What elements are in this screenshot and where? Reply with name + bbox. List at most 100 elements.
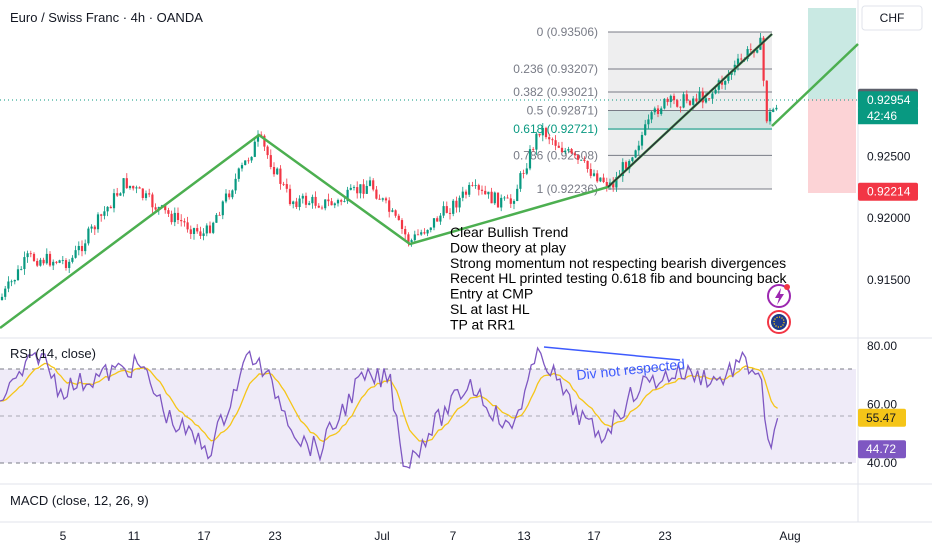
time-tick-label: 17 xyxy=(587,529,601,543)
candle-body xyxy=(704,98,708,103)
candle-body xyxy=(100,214,103,216)
candle-body xyxy=(330,201,333,206)
candle-body xyxy=(746,49,749,59)
candle-body xyxy=(292,201,295,205)
candle-body xyxy=(343,201,346,202)
rsi-tags: 55.47 44.72 xyxy=(858,408,906,459)
note-line: Dow theory at play xyxy=(450,239,566,255)
candle-body xyxy=(388,200,391,212)
candle-body xyxy=(644,124,647,135)
candle-body xyxy=(272,167,276,175)
candle-body xyxy=(61,260,64,261)
candle-body xyxy=(544,127,548,138)
candle-body xyxy=(519,173,522,189)
fib-level-label: 0.618 (0.92721) xyxy=(513,122,598,136)
stop-zone[interactable] xyxy=(808,99,856,193)
countdown-tag xyxy=(858,108,918,125)
candle-body xyxy=(416,234,420,236)
candle-body xyxy=(484,190,487,195)
candle-body xyxy=(394,210,397,216)
candle-body xyxy=(765,80,768,122)
candle-body xyxy=(666,98,669,103)
candle-body xyxy=(106,206,109,212)
candle-body xyxy=(205,225,208,234)
note-line: Clear Bullish Trend xyxy=(450,224,568,240)
candle-body xyxy=(256,134,260,142)
candle-body xyxy=(295,201,298,208)
price-axis[interactable]: 0.92500 0.92000 0.91500 xyxy=(867,149,911,287)
candle-body xyxy=(132,185,135,189)
candle-body xyxy=(20,269,23,270)
candle-body xyxy=(349,187,352,190)
candle-body xyxy=(372,180,375,190)
currency-button[interactable] xyxy=(861,5,923,31)
note-line: Entry at CMP xyxy=(450,286,533,302)
candle-body xyxy=(154,207,157,210)
rsi-ma-line xyxy=(0,362,778,443)
candle-body xyxy=(573,153,576,156)
candle-body xyxy=(224,193,228,202)
candle-body xyxy=(336,200,340,204)
candle-body xyxy=(464,191,468,195)
time-axis[interactable]: 5 11 17 23 Jul 7 13 17 23 Aug xyxy=(60,529,801,543)
candle-body xyxy=(26,253,29,258)
candle-body xyxy=(228,193,231,198)
candle-body xyxy=(253,141,256,157)
candle-body xyxy=(192,228,196,234)
candle-body xyxy=(637,145,640,151)
candle-body xyxy=(407,234,410,243)
candle-body xyxy=(660,108,663,114)
fib-level-label: 0.5 (0.92871) xyxy=(527,104,598,118)
candle-body xyxy=(756,49,759,53)
candle-body xyxy=(772,109,775,112)
macd-title: MACD (close, 12, 26, 9) xyxy=(10,493,149,508)
candle-body xyxy=(708,98,711,100)
fib-level-label: 1 (0.92236) xyxy=(537,182,598,196)
projection-line[interactable] xyxy=(771,43,859,127)
candle-body xyxy=(554,140,557,146)
candle-body xyxy=(362,184,365,194)
candle-body xyxy=(42,259,45,264)
lightning-icon[interactable] xyxy=(767,284,791,308)
candle-body xyxy=(279,168,282,184)
candle-body xyxy=(720,80,724,85)
price-pane[interactable] xyxy=(0,0,858,338)
candle-body xyxy=(381,198,384,200)
candle-body xyxy=(109,206,112,209)
fib-retracement[interactable]: 0 (0.93506) 0.236 (0.93207) 0.382 (0.93021… xyxy=(513,25,772,196)
eu-flag-icon[interactable] xyxy=(767,310,791,334)
candle-body xyxy=(176,212,180,220)
candle-body xyxy=(522,173,525,174)
candle-body xyxy=(698,91,701,102)
candle-body xyxy=(628,160,631,170)
rsi-title: RSI (14, close) xyxy=(10,346,96,361)
candle-body xyxy=(122,178,125,194)
candle-body xyxy=(426,229,429,234)
price-tick-label: 0.92500 xyxy=(867,149,911,163)
time-tick-label: 23 xyxy=(658,529,672,543)
candle-body xyxy=(487,191,490,195)
candle-body xyxy=(298,198,301,208)
price-tag-label: 0.92954 xyxy=(867,93,911,107)
time-tick-label: 17 xyxy=(197,529,211,543)
candle-body xyxy=(186,222,189,230)
candle-body xyxy=(7,281,10,289)
candle-body xyxy=(231,190,234,198)
fib-trend-line xyxy=(607,33,773,188)
candle-body xyxy=(4,288,7,297)
candle-body xyxy=(151,194,154,208)
fib-level-label: 0.236 (0.93207) xyxy=(513,62,598,76)
candle-body xyxy=(397,215,400,221)
candle-body xyxy=(724,80,727,85)
candle-body xyxy=(324,199,327,209)
candle-body xyxy=(586,160,589,169)
candle-body xyxy=(493,192,496,204)
candle-body xyxy=(71,257,74,262)
candle-body xyxy=(247,160,250,162)
candle-body xyxy=(359,184,362,194)
candle-body xyxy=(605,182,608,187)
candle-body xyxy=(266,146,269,156)
price-tick-label: 0.91500 xyxy=(867,273,911,287)
